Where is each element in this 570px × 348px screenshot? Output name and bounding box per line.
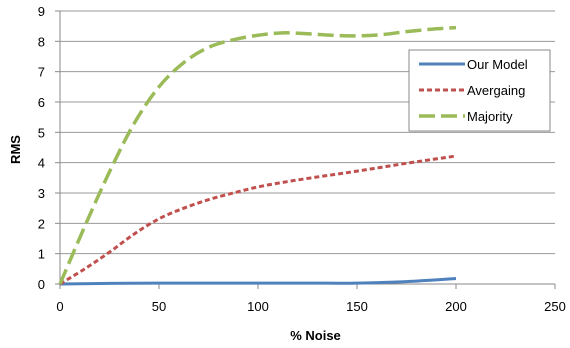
x-tick-label: 250 [544, 299, 566, 314]
x-tick-label: 100 [247, 299, 269, 314]
legend: Our Model Avergaing Majority [408, 49, 551, 132]
x-tick-label: 150 [346, 299, 368, 314]
series-line-avergaing [59, 154, 457, 286]
y-axis-title: RMS [8, 135, 23, 164]
y-tick-label: 6 [38, 95, 45, 110]
y-tick-label: 2 [38, 216, 45, 231]
x-axis-title: % Noise [290, 328, 341, 343]
y-tick-label: 8 [38, 34, 45, 49]
y-tick-label: 9 [38, 4, 45, 19]
y-tick-label: 4 [38, 156, 45, 171]
legend-label: Avergaing [467, 83, 525, 98]
y-tick-label: 0 [38, 277, 45, 292]
legend-label: Our Model [467, 57, 528, 72]
y-tick-label: 7 [38, 65, 45, 80]
legend-label: Majority [467, 109, 513, 124]
tick-labels: 0 1 2 3 4 5 6 7 8 9 0 50 100 150 200 250 [38, 4, 566, 314]
series-line-our-model [59, 277, 457, 286]
x-tick-label: 50 [152, 299, 166, 314]
series-line-majority [58, 25, 457, 285]
series-lines [58, 25, 457, 286]
gridlines [60, 10, 555, 255]
x-tick-label: 200 [445, 299, 467, 314]
y-tick-label: 1 [38, 247, 45, 262]
y-tick-label: 5 [38, 125, 45, 140]
x-tick-label: 0 [56, 299, 63, 314]
y-tick-label: 3 [38, 186, 45, 201]
